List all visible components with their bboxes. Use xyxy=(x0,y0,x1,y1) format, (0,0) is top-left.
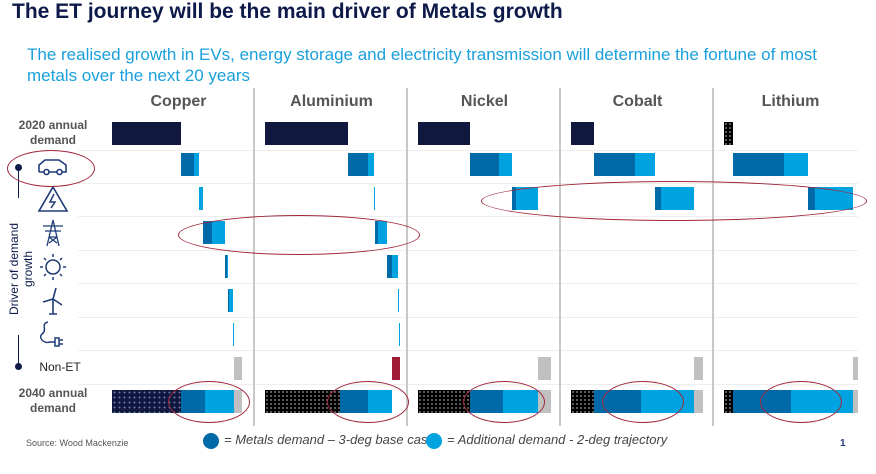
axis-dot-bottom xyxy=(15,363,22,370)
bar-2040-existing-aluminium xyxy=(265,390,340,413)
row-separator xyxy=(78,350,858,351)
row-separator xyxy=(78,250,858,251)
bar-2040-non-et-lithium xyxy=(852,390,858,413)
bar-additional-lithium-0 xyxy=(783,153,808,176)
bar-base-copper-4 xyxy=(227,289,229,312)
row-separator xyxy=(78,216,858,217)
bar-additional-nickel-0 xyxy=(499,153,513,176)
bar-base-aluminium-3 xyxy=(386,255,392,278)
sun-icon xyxy=(40,254,66,280)
bar-2020-cobalt xyxy=(571,122,595,145)
bar-base-cobalt-0 xyxy=(594,153,636,176)
bar-2020-lithium xyxy=(724,122,733,145)
bar-2040-non-et-cobalt xyxy=(694,390,703,413)
annotation-ellipse-2040-copper xyxy=(168,381,250,423)
bar-additional-copper-3 xyxy=(226,255,228,278)
bar-additional-cobalt-0 xyxy=(635,153,656,176)
bar-non-et-copper xyxy=(233,357,242,380)
legend-item-additional: = Additional demand - 2-deg trajectory xyxy=(426,432,667,449)
column-divider xyxy=(406,88,408,426)
row-separator xyxy=(78,183,858,184)
annotation-ellipse-storage xyxy=(481,181,867,221)
bar-base-lithium-0 xyxy=(732,153,784,176)
page-number: 1 xyxy=(840,438,846,449)
column-divider xyxy=(559,88,561,426)
bar-additional-copper-4 xyxy=(228,289,233,312)
row-separator xyxy=(78,150,858,151)
slide-subtitle: The realised growth in EVs, energy stora… xyxy=(27,45,817,85)
column-divider xyxy=(253,88,255,426)
annotation-ellipse-2040-cobalt xyxy=(602,381,684,423)
column-header-nickel: Nickel xyxy=(460,93,509,110)
bar-non-et-nickel xyxy=(538,357,551,380)
bar-non-et-cobalt xyxy=(694,357,703,380)
bar-additional-aluminium-1 xyxy=(374,187,376,210)
legend-swatch-additional xyxy=(426,432,442,449)
high-voltage-icon xyxy=(37,185,69,212)
bar-additional-aluminium-0 xyxy=(368,153,375,176)
bar-2040-existing-nickel xyxy=(418,390,470,413)
bar-non-et-aluminium xyxy=(391,357,400,380)
bar-additional-aluminium-5 xyxy=(399,323,401,346)
transmission-tower-icon xyxy=(43,219,63,247)
legend-label-base: = Metals demand – 3-deg base case xyxy=(224,432,435,447)
bar-additional-aluminium-3 xyxy=(391,255,399,278)
annotation-ellipse-2040-aluminium xyxy=(327,381,409,423)
bar-base-aluminium-0 xyxy=(348,153,369,176)
row-separator xyxy=(78,384,858,385)
legend-item-base: = Metals demand – 3-deg base case xyxy=(203,432,435,449)
slide-title: The ET journey will be the main driver o… xyxy=(12,0,563,23)
annotation-ellipse-2040-lithium xyxy=(760,381,842,423)
bar-non-et-lithium xyxy=(852,357,858,380)
bar-additional-copper-0 xyxy=(193,153,199,176)
bar-additional-aluminium-4 xyxy=(398,289,400,312)
bar-2040-existing-copper xyxy=(112,390,181,413)
annotation-ellipse-transmission xyxy=(178,215,420,255)
legend-swatch-base xyxy=(203,432,219,449)
column-header-aluminium: Aluminium xyxy=(290,93,373,110)
wind-turbine-icon xyxy=(42,287,63,315)
legend-label-additional: = Additional demand - 2-deg trajectory xyxy=(447,432,668,447)
axis-label: Driver of demand growth xyxy=(7,222,35,316)
row-separator xyxy=(78,283,858,284)
source-note: Source: Wood Mackenzie xyxy=(26,438,129,448)
bar-additional-copper-1 xyxy=(198,187,203,210)
bar-base-nickel-0 xyxy=(469,153,500,176)
column-header-copper: Copper xyxy=(150,93,207,110)
annotation-ellipse-ev xyxy=(7,150,95,187)
column-header-cobalt: Cobalt xyxy=(612,93,663,110)
column-divider xyxy=(712,88,714,426)
axis-line-bottom xyxy=(18,335,19,368)
plug-icon xyxy=(39,321,63,347)
axis-line-top xyxy=(18,168,19,198)
bar-2020-nickel xyxy=(418,122,470,145)
column-header-lithium: Lithium xyxy=(761,93,820,110)
annotation-ellipse-2040-nickel xyxy=(463,381,545,423)
bar-base-copper-3 xyxy=(225,255,227,278)
bar-base-copper-0 xyxy=(180,153,194,176)
row-label-2020: 2020 annual demand xyxy=(18,118,88,147)
bar-2020-copper xyxy=(112,122,181,145)
bar-2020-aluminium xyxy=(265,122,349,145)
row-separator xyxy=(78,317,858,318)
row-label-2040: 2040 annual demand xyxy=(18,386,88,415)
row-label-non-et: Non-ET xyxy=(39,360,81,374)
bar-2040-existing-lithium xyxy=(724,390,733,413)
bar-2040-existing-cobalt xyxy=(571,390,595,413)
bar-additional-copper-5 xyxy=(232,323,234,346)
